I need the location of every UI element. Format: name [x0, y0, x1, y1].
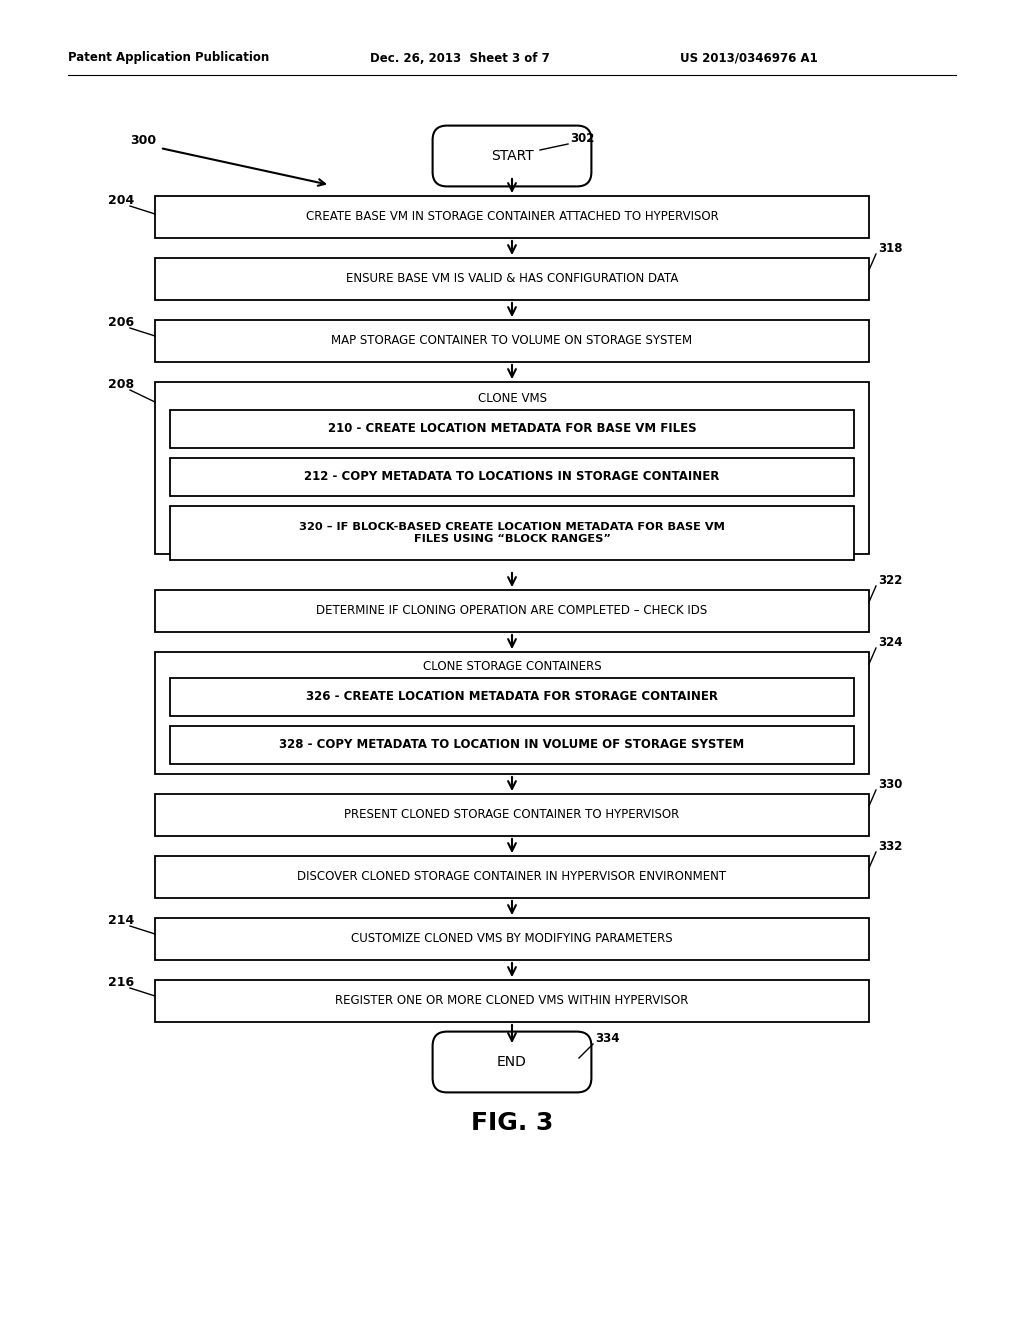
- Text: 334: 334: [595, 1031, 620, 1044]
- Bar: [155, 979, 869, 1022]
- Text: Dec. 26, 2013  Sheet 3 of 7: Dec. 26, 2013 Sheet 3 of 7: [370, 51, 550, 65]
- Bar: [155, 855, 869, 898]
- Text: REGISTER ONE OR MORE CLONED VMS WITHIN HYPERVISOR: REGISTER ONE OR MORE CLONED VMS WITHIN H…: [335, 994, 689, 1007]
- Text: PRESENT CLONED STORAGE CONTAINER TO HYPERVISOR: PRESENT CLONED STORAGE CONTAINER TO HYPE…: [344, 808, 680, 821]
- Text: 320 – IF BLOCK-BASED CREATE LOCATION METADATA FOR BASE VM
FILES USING “BLOCK RAN: 320 – IF BLOCK-BASED CREATE LOCATION MET…: [299, 523, 725, 544]
- Text: FIG. 3: FIG. 3: [471, 1111, 553, 1135]
- Bar: [155, 590, 869, 632]
- Text: 330: 330: [878, 777, 902, 791]
- Bar: [155, 381, 869, 554]
- Text: START: START: [490, 149, 534, 162]
- Text: ENSURE BASE VM IS VALID & HAS CONFIGURATION DATA: ENSURE BASE VM IS VALID & HAS CONFIGURAT…: [346, 272, 678, 285]
- FancyBboxPatch shape: [432, 1032, 592, 1093]
- Text: END: END: [497, 1055, 527, 1069]
- Text: 204: 204: [108, 194, 134, 207]
- Text: US 2013/0346976 A1: US 2013/0346976 A1: [680, 51, 818, 65]
- Text: MAP STORAGE CONTAINER TO VOLUME ON STORAGE SYSTEM: MAP STORAGE CONTAINER TO VOLUME ON STORA…: [332, 334, 692, 347]
- Bar: [170, 678, 854, 715]
- Text: CUSTOMIZE CLONED VMS BY MODIFYING PARAMETERS: CUSTOMIZE CLONED VMS BY MODIFYING PARAME…: [351, 932, 673, 945]
- Text: 206: 206: [108, 315, 134, 329]
- Text: 210 - CREATE LOCATION METADATA FOR BASE VM FILES: 210 - CREATE LOCATION METADATA FOR BASE …: [328, 422, 696, 436]
- Bar: [170, 506, 854, 560]
- Text: 214: 214: [108, 913, 134, 927]
- Text: 212 - COPY METADATA TO LOCATIONS IN STORAGE CONTAINER: 212 - COPY METADATA TO LOCATIONS IN STOR…: [304, 470, 720, 483]
- Text: 300: 300: [130, 133, 156, 147]
- FancyBboxPatch shape: [432, 125, 592, 186]
- Text: 324: 324: [878, 635, 902, 648]
- Bar: [155, 195, 869, 238]
- Bar: [155, 652, 869, 774]
- Bar: [170, 458, 854, 496]
- Bar: [155, 257, 869, 300]
- Text: 302: 302: [570, 132, 594, 144]
- Text: 322: 322: [878, 573, 902, 586]
- Text: CREATE BASE VM IN STORAGE CONTAINER ATTACHED TO HYPERVISOR: CREATE BASE VM IN STORAGE CONTAINER ATTA…: [305, 210, 719, 223]
- Text: 326 - CREATE LOCATION METADATA FOR STORAGE CONTAINER: 326 - CREATE LOCATION METADATA FOR STORA…: [306, 690, 718, 704]
- Text: 216: 216: [108, 975, 134, 989]
- Text: 208: 208: [108, 378, 134, 391]
- Bar: [170, 411, 854, 447]
- Text: 332: 332: [878, 840, 902, 853]
- Text: Patent Application Publication: Patent Application Publication: [68, 51, 269, 65]
- Text: 328 - COPY METADATA TO LOCATION IN VOLUME OF STORAGE SYSTEM: 328 - COPY METADATA TO LOCATION IN VOLUM…: [280, 738, 744, 751]
- Bar: [170, 726, 854, 764]
- Text: CLONE VMS: CLONE VMS: [477, 392, 547, 404]
- Text: 318: 318: [878, 242, 902, 255]
- Bar: [155, 319, 869, 362]
- Text: CLONE STORAGE CONTAINERS: CLONE STORAGE CONTAINERS: [423, 660, 601, 673]
- Bar: [155, 917, 869, 960]
- Text: DETERMINE IF CLONING OPERATION ARE COMPLETED – CHECK IDS: DETERMINE IF CLONING OPERATION ARE COMPL…: [316, 605, 708, 618]
- Text: DISCOVER CLONED STORAGE CONTAINER IN HYPERVISOR ENVIRONMENT: DISCOVER CLONED STORAGE CONTAINER IN HYP…: [297, 870, 727, 883]
- Bar: [155, 795, 869, 836]
